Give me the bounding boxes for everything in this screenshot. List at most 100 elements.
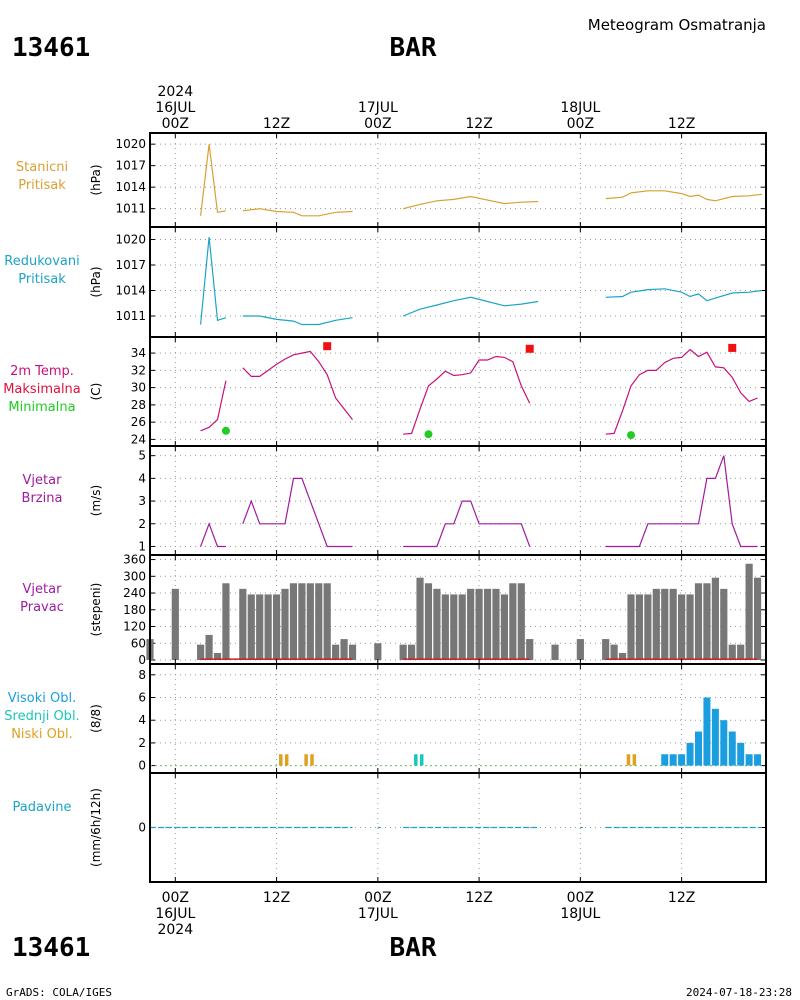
y-axis-label: (m/s) — [89, 485, 103, 516]
y-tick-label: 1020 — [115, 137, 146, 151]
series-line — [242, 350, 353, 420]
direction-bar — [213, 653, 222, 660]
series-line — [605, 288, 762, 302]
time-label-bottom: 12Z — [263, 890, 290, 906]
direction-bar — [424, 583, 433, 660]
footer-credit: GrADS: COLA/IGES — [6, 986, 112, 999]
time-label-top: 00Z — [567, 116, 594, 132]
y-tick-label: 24 — [131, 432, 146, 446]
cloud-bar — [310, 754, 314, 766]
y-tick-label: 60 — [131, 636, 146, 650]
direction-bar — [610, 644, 618, 660]
direction-bar — [728, 644, 736, 660]
tmax-marker — [525, 344, 534, 353]
direction-bar — [332, 644, 340, 660]
time-label-top: 12Z — [668, 116, 695, 132]
panel-frame — [149, 226, 767, 338]
series-line — [403, 355, 531, 435]
cloud-bar — [414, 754, 418, 766]
direction-bar — [256, 594, 264, 660]
panel-label: Pritisak — [18, 178, 66, 193]
cloud-bar — [711, 708, 719, 766]
series-line — [242, 208, 353, 217]
y-axis-label: (8/8) — [89, 704, 103, 733]
direction-bar — [644, 594, 652, 660]
direction-bar — [264, 594, 272, 660]
y-tick-label: 0 — [138, 653, 146, 667]
cloud-bar — [694, 731, 702, 766]
direction-bar — [551, 644, 559, 660]
y-tick-label: 2 — [138, 736, 146, 750]
series-line — [402, 296, 539, 317]
y-tick-label: 1017 — [115, 159, 146, 173]
panel-label: Stanicni — [16, 160, 68, 175]
direction-bar — [492, 588, 500, 660]
panel-label: Brzina — [22, 491, 63, 506]
cloud-bar — [754, 754, 762, 766]
direction-bar — [669, 588, 677, 660]
tmax-marker — [728, 343, 737, 352]
tmax-marker — [323, 342, 332, 351]
series-line — [605, 348, 758, 435]
y-axis-label: (stepeni) — [89, 583, 103, 637]
direction-bar — [753, 577, 762, 660]
direction-bar — [272, 594, 281, 660]
y-tick-label: 0 — [138, 821, 146, 835]
direction-bar — [686, 594, 694, 660]
direction-bar — [281, 588, 289, 660]
y-tick-label: 34 — [131, 346, 146, 360]
time-label-bottom: 18JUL — [560, 906, 600, 922]
panel-wind_speed: 1 2 3 4 5 (m/s) Vjetar Brzina — [22, 445, 767, 556]
y-tick-label: 1020 — [115, 233, 146, 247]
direction-bar — [509, 583, 517, 660]
y-tick-label: 1014 — [115, 284, 146, 298]
panel-temperature: 24 26 28 30 32 34 (C) 2m Temp. Maksimalna Minimal… — [3, 336, 767, 447]
direction-bar — [306, 583, 314, 660]
y-tick-label: 32 — [131, 363, 146, 377]
y-tick-label: 6 — [138, 691, 146, 705]
direction-bar — [576, 639, 584, 660]
panel-frame — [149, 772, 767, 883]
cloud-bar — [279, 754, 283, 766]
direction-bar — [433, 588, 441, 660]
panel-frame — [149, 445, 767, 556]
y-tick-label: 0 — [138, 759, 146, 773]
station-id-top: 13461 — [12, 33, 90, 63]
time-label-bottom: 00Z — [162, 890, 189, 906]
panel-reduced_pressure: 1011 1014 1017 1020 (hPa) Redukovani Pritisak — [4, 226, 767, 338]
panel-precipitation: 0 (mm/6h/12h) Padavine — [13, 772, 767, 883]
y-axis-label: (hPa) — [89, 164, 103, 195]
panel-station_pressure: 1011 1014 1017 1020 (hPa) Stanicni Pritisak — [16, 132, 767, 228]
y-tick-label: 2 — [138, 517, 146, 531]
direction-bar — [298, 583, 306, 660]
direction-bar — [205, 634, 213, 660]
panel-label: Pritisak — [18, 272, 66, 287]
direction-bar — [661, 588, 669, 660]
tmin-marker — [626, 431, 635, 440]
direction-bar — [467, 588, 475, 660]
time-label-top: 12Z — [465, 116, 492, 132]
series-line — [605, 190, 762, 202]
direction-bar — [526, 639, 534, 660]
time-label-bottom: 12Z — [465, 890, 492, 906]
direction-bar — [323, 583, 331, 660]
y-tick-label: 1014 — [115, 180, 146, 194]
time-label-top: 17JUL — [358, 100, 398, 116]
footer-timestamp: 2024-07-18-23:28 — [686, 986, 792, 999]
series-line — [200, 144, 227, 216]
direction-bar — [458, 594, 466, 660]
direction-bar — [416, 577, 424, 660]
cloud-bar — [669, 754, 677, 766]
time-label-bottom: 00Z — [364, 890, 391, 906]
meteogram-panels: 1011101410171020(hPa)StanicniPritisak101… — [3, 84, 767, 938]
direction-bar — [737, 644, 745, 660]
series-line — [605, 455, 758, 548]
panel-label: Padavine — [13, 800, 72, 815]
meteogram-title: Meteogram Osmatranja — [588, 16, 766, 34]
y-tick-label: 180 — [123, 603, 146, 617]
direction-bar — [348, 644, 357, 660]
direction-bar — [517, 583, 525, 660]
direction-bar — [483, 588, 492, 660]
station-id-bottom: 13461 — [12, 933, 90, 963]
